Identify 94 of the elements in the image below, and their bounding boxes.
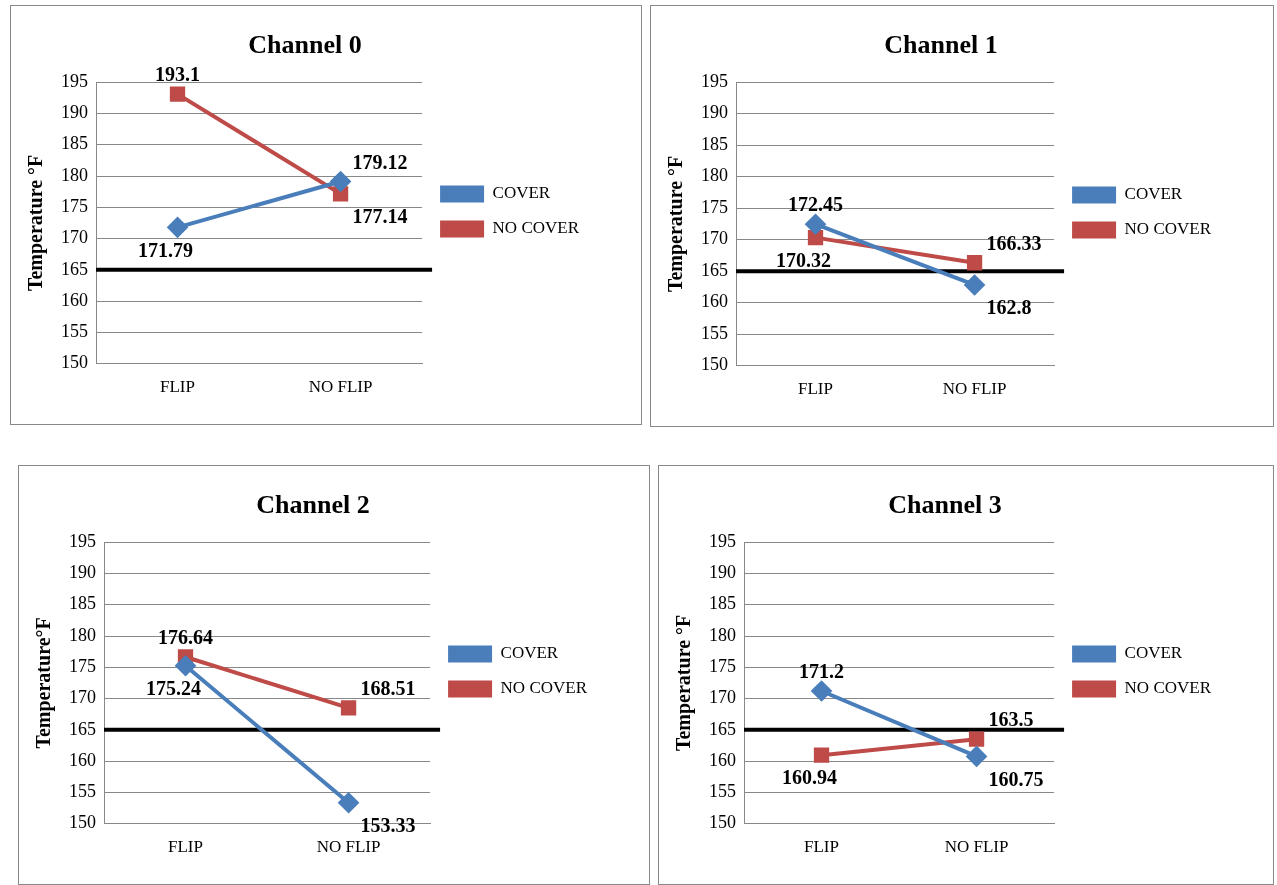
legend-label: NO COVER — [1124, 219, 1212, 239]
data-label: 177.14 — [352, 205, 408, 228]
data-label: 170.32 — [776, 248, 832, 271]
data-label: 163.5 — [988, 708, 1034, 731]
y-tick-label: 190 — [709, 562, 736, 583]
y-tick-label: 155 — [69, 781, 96, 802]
x-tick-label: FLIP — [804, 837, 839, 857]
y-tick-label: 150 — [701, 354, 728, 375]
point — [811, 681, 832, 702]
data-label: 153.33 — [360, 813, 416, 836]
legend-label: NO COVER — [1124, 678, 1212, 698]
legend-label: COVER — [1124, 184, 1183, 204]
y-tick-label: 180 — [61, 164, 88, 185]
chart-title: Channel 0 — [248, 30, 362, 60]
y-axis-title: Temperature °F — [664, 155, 688, 293]
y-tick-label: 185 — [69, 593, 96, 614]
y-tick-label: 155 — [709, 781, 736, 802]
point — [805, 214, 826, 235]
y-tick-label: 150 — [709, 812, 736, 833]
point — [966, 746, 987, 767]
data-label: 179.12 — [352, 150, 408, 173]
legend-label: NO COVER — [492, 218, 580, 238]
y-tick-label: 155 — [61, 321, 88, 342]
point — [813, 747, 830, 763]
y-tick-label: 165 — [709, 718, 736, 739]
data-label: 171.2 — [799, 660, 845, 683]
legend-label: NO COVER — [500, 678, 588, 698]
legend-label: COVER — [492, 183, 551, 203]
y-tick-label: 160 — [69, 749, 96, 770]
y-axis-title: Temperature °F — [672, 614, 696, 752]
y-tick-label: 185 — [701, 133, 728, 154]
y-tick-label: 165 — [701, 259, 728, 280]
x-tick-label: NO FLIP — [944, 837, 1009, 857]
y-tick-label: 175 — [701, 196, 728, 217]
y-tick-label: 165 — [61, 258, 88, 279]
y-axis-title: Temperature°F — [32, 617, 56, 749]
chart-title: Channel 1 — [884, 30, 998, 60]
y-tick-label: 170 — [69, 687, 96, 708]
y-tick-label: 190 — [61, 102, 88, 123]
y-tick-label: 160 — [61, 289, 88, 310]
chart-title: Channel 3 — [888, 490, 1002, 520]
y-tick-label: 190 — [701, 102, 728, 123]
point — [330, 171, 351, 192]
point — [338, 792, 359, 813]
y-tick-label: 170 — [709, 687, 736, 708]
data-label: 160.75 — [988, 767, 1044, 790]
legend-label: COVER — [1124, 643, 1183, 663]
x-tick-label: FLIP — [160, 377, 195, 397]
point — [966, 255, 983, 271]
y-tick-label: 185 — [709, 593, 736, 614]
data-label: 176.64 — [158, 626, 214, 649]
y-tick-label: 170 — [701, 228, 728, 249]
point — [169, 86, 186, 102]
y-tick-label: 155 — [701, 322, 728, 343]
y-tick-label: 175 — [69, 656, 96, 676]
point — [807, 229, 824, 246]
y-tick-label: 170 — [61, 227, 88, 248]
y-axis-title: Temperature °F — [24, 154, 48, 292]
data-label: 193.1 — [155, 63, 201, 86]
y-tick-label: 160 — [701, 291, 728, 312]
data-label: 172.45 — [788, 193, 844, 216]
data-label: 171.79 — [138, 238, 194, 261]
y-tick-label: 175 — [709, 656, 736, 676]
y-tick-label: 195 — [709, 530, 736, 551]
y-tick-label: 180 — [701, 165, 728, 186]
point — [964, 274, 985, 295]
y-tick-label: 150 — [61, 352, 88, 373]
x-tick-label: FLIP — [168, 837, 203, 857]
y-tick-label: 160 — [709, 749, 736, 770]
y-tick-label: 175 — [61, 196, 88, 216]
x-tick-label: NO FLIP — [942, 379, 1007, 399]
chart-title: Channel 2 — [256, 490, 370, 520]
data-label: 175.24 — [146, 676, 202, 699]
data-label: 160.94 — [782, 766, 838, 789]
data-label: 166.33 — [986, 231, 1042, 254]
point — [340, 700, 357, 716]
point — [175, 655, 196, 676]
y-tick-label: 195 — [69, 530, 96, 551]
y-tick-label: 195 — [701, 70, 728, 91]
y-tick-label: 190 — [69, 562, 96, 583]
x-tick-label: NO FLIP — [316, 837, 381, 857]
data-label: 162.8 — [986, 296, 1032, 319]
x-tick-label: NO FLIP — [308, 377, 373, 397]
legend-label: COVER — [500, 643, 559, 663]
y-tick-label: 180 — [709, 624, 736, 645]
point — [167, 217, 188, 238]
x-tick-label: FLIP — [798, 379, 833, 399]
y-tick-label: 195 — [61, 70, 88, 91]
point — [968, 731, 985, 747]
y-tick-label: 180 — [69, 624, 96, 645]
y-tick-label: 150 — [69, 812, 96, 833]
y-tick-label: 185 — [61, 133, 88, 154]
y-tick-label: 165 — [69, 718, 96, 739]
data-label: 168.51 — [360, 677, 416, 700]
